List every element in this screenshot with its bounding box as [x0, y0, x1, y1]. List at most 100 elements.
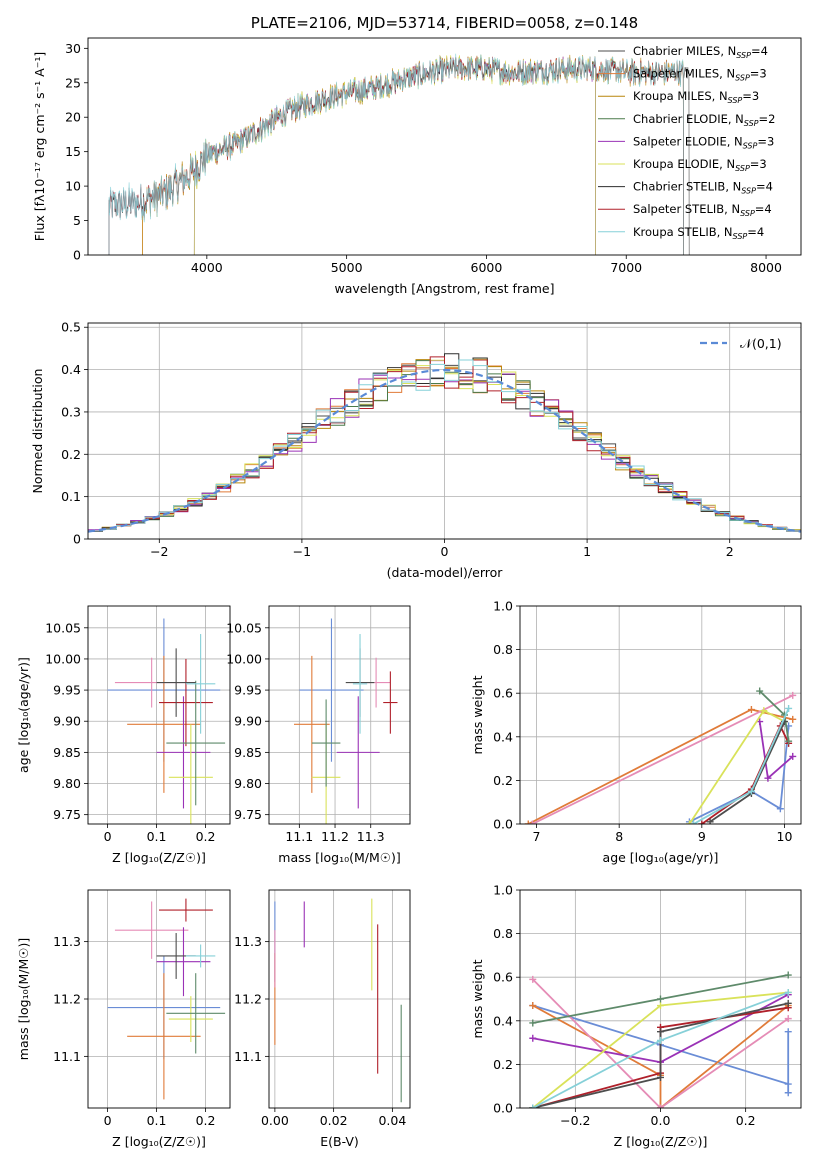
y-tick-label: 9.75	[53, 807, 81, 822]
x-axis-label: E(B-V)	[320, 1134, 359, 1149]
y-tick-label: 15	[65, 144, 81, 159]
mass-weight-marker	[529, 975, 537, 983]
axes-frame	[87, 37, 802, 256]
y-tick-label: 11.2	[53, 992, 81, 1007]
legend-entry-main: Salpeter ELODIE, N	[633, 134, 743, 148]
mass-weight-marker	[784, 1015, 792, 1023]
mass-vs-Z-axes: 0 0.1 0.2 11.1 11.2 11.3 Z [log₁₀(Z/Z☉)] mass […	[16, 890, 230, 1149]
x-axis-label: (data-model)/error	[387, 565, 504, 580]
mass-weight-marker	[789, 691, 797, 699]
axes-frame	[87, 605, 231, 825]
mass-weight-marker	[785, 704, 793, 712]
legend-entry-sub: SSP	[728, 96, 743, 105]
y-tick-label: 11.3	[234, 934, 262, 949]
x-axis-label: Z [log₁₀(Z/Z☉)]	[112, 850, 206, 865]
x-tick-label: 7	[533, 829, 541, 844]
y-tick-label: 9.90	[53, 714, 81, 729]
y-axis-label: Normed distribution	[30, 369, 45, 494]
y-tick-label: 0.6	[493, 970, 513, 985]
mass-weight-vs-age-axes: 7 8 9 10 0.0 0.2 0.4 0.6 0.8 1.0 age [log₁₀(age/yr…	[470, 599, 801, 865]
legend-entry-sub: SSP	[735, 74, 750, 83]
x-axis-label: wavelength [Angstrom, rest frame]	[334, 281, 554, 296]
y-tick-label: 10.00	[45, 651, 81, 666]
y-tick-label: 0.4	[493, 729, 513, 744]
x-tick-label: 0.04	[378, 1113, 406, 1128]
axes-frame	[268, 605, 411, 825]
mass-weight-marker	[698, 820, 706, 824]
x-tick-label: 0.2	[196, 829, 216, 844]
legend-entry: Kroupa STELIB, NSSP=4	[633, 225, 764, 241]
y-tick-label: 9.85	[234, 745, 262, 760]
y-axis-label: Flux [fλ10⁻¹⁷ erg cm⁻² s⁻¹ A⁻¹]	[32, 52, 47, 241]
y-tick-label: 0	[73, 532, 81, 547]
legend-entry: Salpeter STELIB, NSSP=4	[633, 202, 772, 218]
x-tick-label: 1	[583, 544, 591, 559]
mass-weight-marker	[789, 715, 797, 723]
legend-entry-main: Kroupa STELIB, N	[633, 225, 733, 239]
x-tick-label: 4000	[191, 260, 223, 275]
y-tick-label: 0.0	[493, 817, 513, 832]
mass-weight-vs-age-lines	[524, 687, 797, 824]
legend-entry-tail: =4	[751, 44, 768, 58]
y-tick-label: 0.4	[61, 362, 81, 377]
mass-weight-marker	[784, 1089, 792, 1097]
legend-entry: Kroupa ELODIE, NSSP=3	[633, 157, 767, 173]
y-axis-label: mass weight	[470, 959, 485, 1038]
spectrum-axes: 4000 5000 6000 7000 8000 0 5 10 15 20 25 30 waveleng…	[32, 41, 782, 296]
y-tick-label: 10.05	[45, 620, 81, 635]
mass-weight-marker	[657, 1073, 664, 1081]
y-tick-label: 0.8	[493, 926, 513, 941]
axes-frame	[268, 889, 411, 1109]
y-tick-label: 10.00	[226, 651, 262, 666]
y-tick-label: 0.2	[61, 447, 81, 462]
y-tick-label: 0.0	[493, 1101, 513, 1116]
x-tick-label: −1	[293, 544, 311, 559]
age-vs-Z-axes: 0 0.1 0.2 9.75 9.80 9.85 9.90 9.95 10.00 10.05 Z […	[16, 606, 230, 865]
mass-weight-marker	[747, 706, 755, 714]
mass-weight-marker	[756, 687, 764, 695]
mass-weight-line	[689, 725, 790, 823]
mass-weight-marker	[784, 999, 792, 1007]
mass-weight-marker	[789, 752, 797, 760]
y-tick-label: 11.1	[234, 1049, 262, 1064]
age-vs-mass-errorbars	[293, 618, 398, 824]
y-axis-label: mass weight	[470, 675, 485, 754]
x-tick-label: 0.1	[147, 829, 167, 844]
legend-entry-sub: SSP	[735, 164, 750, 173]
legend-entry-tail: =4	[747, 225, 764, 239]
legend-entry: Chabrier ELODIE, NSSP=2	[633, 112, 775, 128]
y-tick-label: 1.0	[493, 883, 513, 898]
mass-vs-EBV-axes: 0.00 0.02 0.04 11.1 11.2 11.3 E(B-V)	[234, 890, 410, 1149]
x-tick-label: 0.0	[651, 1113, 671, 1128]
y-tick-label: 11.3	[53, 934, 81, 949]
mass-weight-marker	[657, 1036, 664, 1044]
legend-entry-tail: =2	[759, 112, 776, 126]
x-tick-label: 0.2	[196, 1113, 216, 1128]
mass-weight-line	[532, 694, 794, 824]
axes-frame	[519, 889, 802, 1109]
y-tick-label: 25	[65, 75, 81, 90]
legend-entry-sub: SSP	[741, 187, 756, 196]
mass-vs-EBV-errorbars	[274, 898, 402, 1103]
axes-frame	[519, 605, 802, 825]
y-tick-label: 0.6	[493, 686, 513, 701]
legend-entry-main: Chabrier STELIB, N	[633, 180, 741, 194]
legend-entry: Chabrier STELIB, NSSP=4	[633, 180, 773, 196]
y-tick-label: 0.5	[61, 320, 81, 335]
legend-entry-main: Kroupa ELODIE, N	[633, 157, 735, 171]
y-axis-label: mass [log₁₀(M/M☉)]	[16, 938, 31, 1060]
y-tick-label: 11.2	[234, 992, 262, 1007]
mass-weight-marker	[657, 1028, 664, 1036]
x-axis-label: Z [log₁₀(Z/Z☉)]	[614, 1134, 708, 1149]
mass-weight-marker	[785, 737, 793, 745]
x-tick-label: 7000	[610, 260, 642, 275]
legend-entry-tail: =4	[756, 180, 773, 194]
y-axis-label: age [log₁₀(age/yr)]	[16, 657, 31, 773]
normal-curve	[87, 368, 802, 533]
y-tick-label: 9.95	[53, 683, 81, 698]
y-tick-label: 9.75	[234, 807, 262, 822]
y-tick-label: 1.0	[493, 599, 513, 614]
x-tick-label: 0.02	[320, 1113, 348, 1128]
legend-entry-sub: SSP	[744, 119, 759, 128]
